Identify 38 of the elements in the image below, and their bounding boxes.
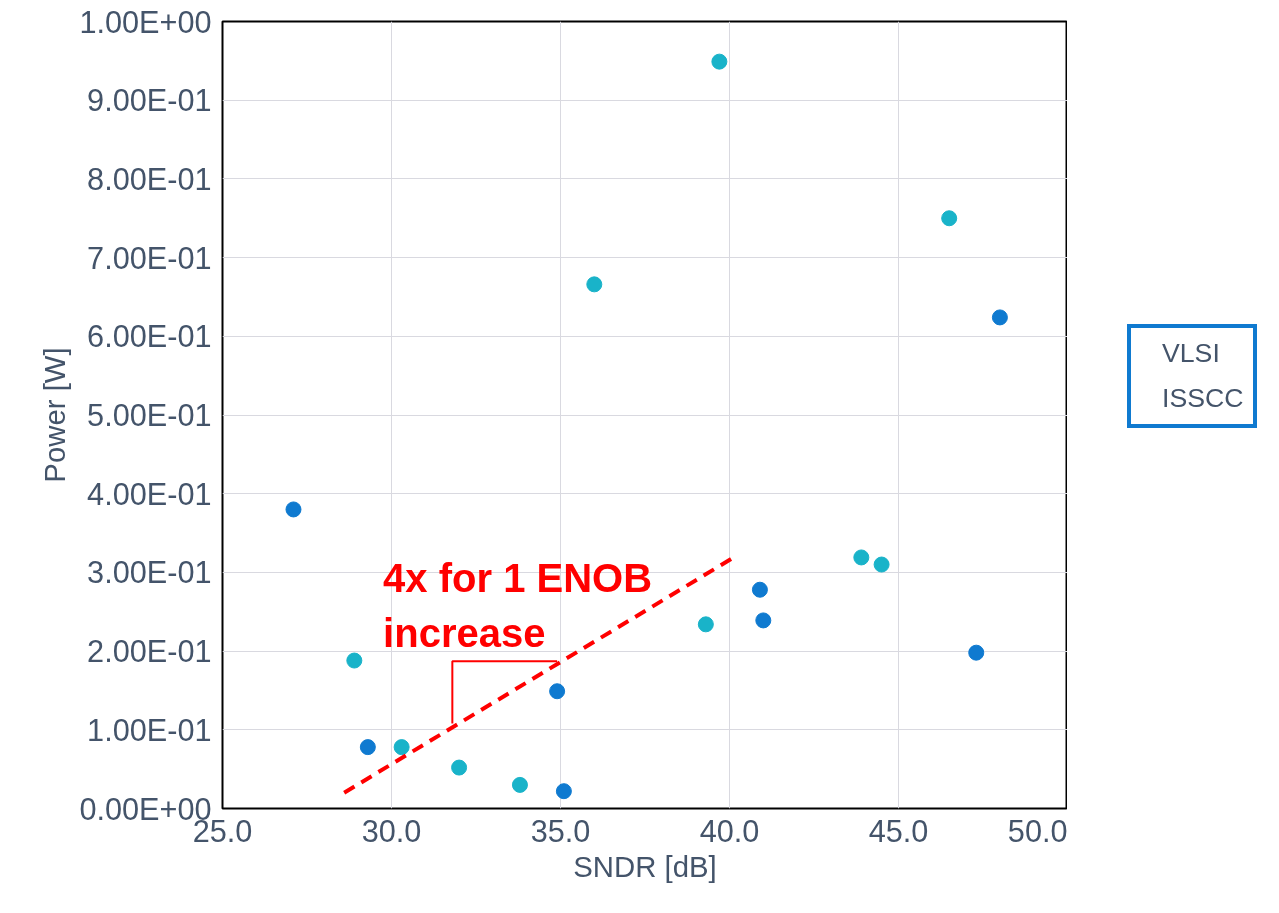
y-tick-label: 8.00E-01 (87, 161, 212, 196)
x-tick-label: 45.0 (868, 813, 929, 848)
x-tick-label: 35.0 (530, 813, 591, 848)
y-tick-label: 5.00E-01 (87, 398, 212, 432)
point (853, 549, 870, 566)
point (393, 739, 410, 756)
point (549, 683, 566, 700)
point (941, 210, 958, 227)
y-tick-label: 1.00E-01 (87, 712, 212, 747)
point (873, 556, 890, 573)
y-tick-label: 2.00E-01 (87, 634, 212, 669)
point (968, 644, 985, 661)
x-tick-label: 30.0 (361, 813, 422, 848)
point (555, 783, 572, 800)
point (451, 759, 468, 776)
point (346, 652, 363, 669)
annotation: 4x for 1 ENOB increase (383, 556, 653, 656)
text: ISSCC (1162, 383, 1244, 414)
y-tick-label: 1.00E+00 (79, 4, 212, 39)
point (755, 612, 772, 629)
point (711, 53, 728, 70)
text: VLSI (1162, 338, 1220, 369)
y-axis-title: Power [W] (38, 347, 72, 483)
x-tick-label: 40.0 (699, 813, 760, 848)
y-tick-label: 4.00E-01 (87, 476, 212, 511)
point (586, 276, 603, 293)
x-tick-label: 50.0 (1007, 813, 1068, 848)
point (751, 581, 768, 598)
y-tick-label: 9.00E-01 (87, 83, 212, 118)
x-axis-title: SNDR [dB] (573, 849, 717, 883)
point (697, 616, 714, 633)
y-tick-label: 7.00E-01 (87, 240, 212, 275)
point (285, 501, 302, 518)
point (359, 739, 376, 756)
point (511, 776, 528, 793)
point (991, 309, 1008, 326)
y-tick-label: 3.00E-01 (87, 555, 212, 590)
y-tick-label: 6.00E-01 (87, 319, 212, 354)
